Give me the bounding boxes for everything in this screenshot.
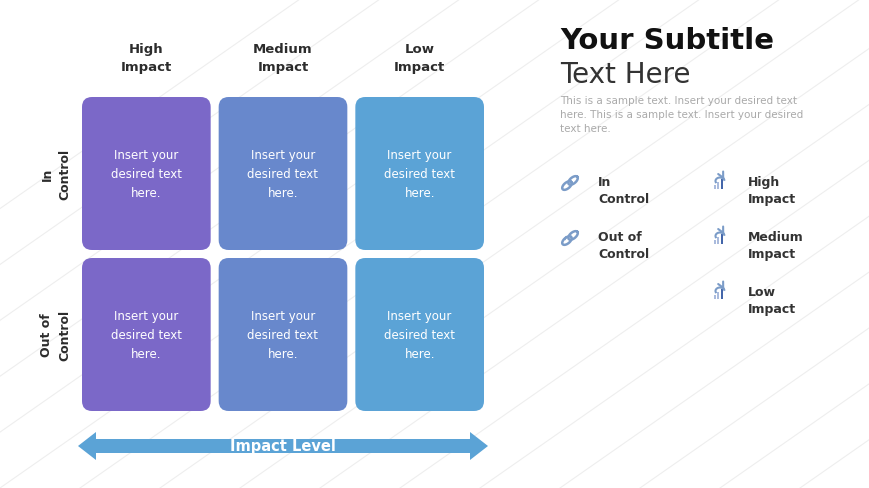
Polygon shape: [469, 432, 488, 460]
Text: Impact Level: Impact Level: [229, 439, 335, 453]
Text: Medium
Impact: Medium Impact: [253, 43, 313, 74]
Bar: [720, 180, 722, 190]
Text: Insert your
desired text
here.: Insert your desired text here.: [384, 309, 454, 360]
Bar: [716, 238, 719, 245]
Bar: [713, 295, 715, 300]
FancyBboxPatch shape: [82, 259, 210, 411]
Bar: [720, 290, 722, 300]
Text: In
Control: In Control: [597, 176, 648, 205]
Text: This is a sample text. Insert your desired text
here. This is a sample text. Ins: This is a sample text. Insert your desir…: [560, 96, 802, 134]
Text: Medium
Impact: Medium Impact: [747, 230, 803, 261]
Text: Low
Impact: Low Impact: [747, 285, 795, 315]
Bar: [713, 241, 715, 245]
FancyBboxPatch shape: [355, 259, 483, 411]
Polygon shape: [78, 432, 96, 460]
Text: High
Impact: High Impact: [121, 43, 172, 74]
FancyBboxPatch shape: [96, 439, 469, 453]
Text: In
Control: In Control: [41, 149, 71, 200]
Text: Insert your
desired text
here.: Insert your desired text here.: [247, 309, 318, 360]
Bar: [716, 293, 719, 300]
FancyBboxPatch shape: [82, 98, 210, 250]
FancyBboxPatch shape: [218, 259, 347, 411]
Bar: [716, 183, 719, 190]
Text: Insert your
desired text
here.: Insert your desired text here.: [110, 309, 182, 360]
Text: High
Impact: High Impact: [747, 176, 795, 205]
Bar: [713, 185, 715, 190]
Text: Low
Impact: Low Impact: [394, 43, 445, 74]
Bar: [720, 235, 722, 245]
Text: Insert your
desired text
here.: Insert your desired text here.: [110, 149, 182, 200]
Text: Out of
Control: Out of Control: [41, 309, 71, 360]
Text: Text Here: Text Here: [560, 61, 690, 89]
FancyBboxPatch shape: [218, 98, 347, 250]
FancyBboxPatch shape: [355, 98, 483, 250]
Text: Out of
Control: Out of Control: [597, 230, 648, 261]
Text: Your Subtitle: Your Subtitle: [560, 27, 773, 55]
Text: Insert your
desired text
here.: Insert your desired text here.: [247, 149, 318, 200]
Text: Insert your
desired text
here.: Insert your desired text here.: [384, 149, 454, 200]
